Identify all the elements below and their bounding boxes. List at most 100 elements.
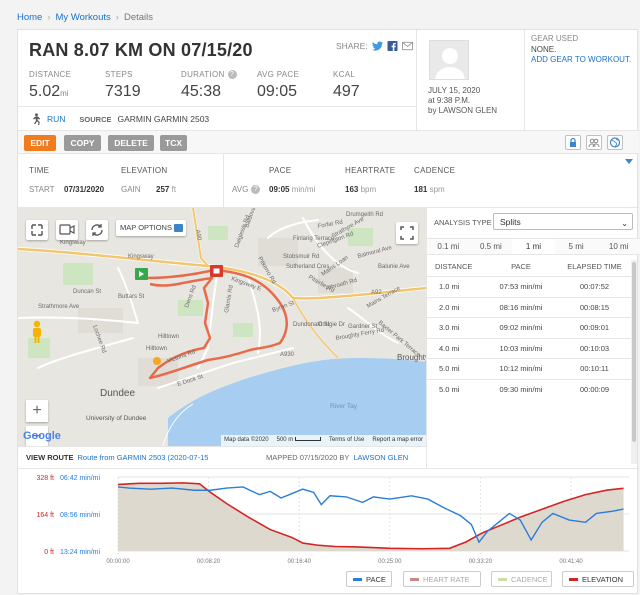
source-value: GARMIN GARMIN 2503 xyxy=(117,114,210,124)
facebook-icon[interactable] xyxy=(387,41,398,51)
table-row: 5.0 mi 09:30 min/mi 00:00:09 xyxy=(427,378,632,400)
analysis-type-label: ANALYSIS TYPE xyxy=(434,218,492,227)
split-elapsed: 00:09:01 xyxy=(579,323,610,332)
place-marker-icon xyxy=(153,357,161,365)
zoom-out-button[interactable]: − xyxy=(26,426,48,446)
stat-value: 5.02mi xyxy=(29,83,69,100)
page-title: RAN 8.07 KM ON 07/15/20 xyxy=(29,40,253,60)
map-road-label: A930 xyxy=(280,352,295,358)
report-map-error-link[interactable]: Report a map error xyxy=(372,437,423,443)
split-distance: 5.0 mi xyxy=(439,364,460,373)
x-axis-tick-label: 00:00:00 xyxy=(106,559,130,565)
map-place-university: University of Dundee xyxy=(86,415,147,422)
workout-card: RAN 8.07 KM ON 07/15/20 SHARE: DISTANCE 5… xyxy=(17,29,640,594)
legend-label: HEART RATE xyxy=(423,575,470,584)
split-elapsed: 00:00:09 xyxy=(579,384,610,394)
split-elapsed: 00:07:52 xyxy=(579,282,610,291)
map-road-label: Strathmore Ave xyxy=(38,304,80,310)
email-icon[interactable] xyxy=(401,41,413,51)
splits-table: 1.0 mi 07:53 min/mi 00:07:52 2.0 mi 08:16 mi… xyxy=(427,276,632,399)
legend-swatch xyxy=(498,578,507,581)
time-label: TIME xyxy=(29,166,50,175)
legend-label: CADENCE xyxy=(511,575,548,584)
collapse-details-icon[interactable] xyxy=(625,159,633,164)
breadcrumb-my-workouts[interactable]: My Workouts xyxy=(55,12,111,23)
pace-line xyxy=(117,486,624,544)
legend-item[interactable]: PACE xyxy=(346,571,392,587)
user-silhouette-icon xyxy=(435,48,465,79)
breadcrumb-home[interactable]: Home xyxy=(17,12,43,23)
3d-view-button[interactable] xyxy=(56,220,78,240)
map-road-label: Dundonald St xyxy=(293,322,330,328)
stat-value: 09:05 xyxy=(257,83,298,100)
col-distance: DISTANCE xyxy=(435,262,473,271)
tcx-button[interactable]: TCX xyxy=(160,135,187,151)
legend-item[interactable]: HEART RATE xyxy=(403,571,481,587)
x-axis-tick-label: 00:25:00 xyxy=(378,559,402,565)
map-road-label: Finlarig Terrace xyxy=(293,236,335,242)
map-canvas[interactable]: Kingsway Kingsway Kingsway E A92 A90 A93… xyxy=(18,208,426,446)
share-bar: SHARE: xyxy=(336,41,413,51)
lock-icon xyxy=(570,137,576,147)
edit-button[interactable]: EDIT xyxy=(24,135,56,151)
split-tab[interactable]: 0.1 mi xyxy=(437,242,460,251)
activity-type-link[interactable]: RUN xyxy=(47,114,66,124)
expand-icon xyxy=(31,224,43,236)
refresh-button[interactable] xyxy=(86,220,108,240)
delete-button[interactable]: DELETE xyxy=(108,135,154,151)
public-globe-button[interactable] xyxy=(607,135,623,150)
twitter-icon[interactable] xyxy=(371,41,383,51)
split-tab[interactable]: 10 mi xyxy=(608,242,629,251)
route-map[interactable]: Kingsway Kingsway Kingsway E A92 A90 A93… xyxy=(18,208,426,446)
map-options-dropdown[interactable]: MAP OPTIONS xyxy=(116,220,186,236)
privacy-lock-button[interactable] xyxy=(565,135,581,150)
split-pace: 10:12 min/mi xyxy=(499,364,543,373)
profile-date: JULY 15, 2020 at 9:38 P.M. by LAWSON GLE… xyxy=(428,86,497,116)
map-place-dundee: Dundee xyxy=(100,388,135,399)
workout-date: JULY 15, 2020 xyxy=(428,86,481,95)
analysis-type-select[interactable]: Splits ⌄ xyxy=(493,213,633,230)
split-pace: 10:03 min/mi xyxy=(499,343,543,353)
split-distance: 3.0 mi xyxy=(439,323,460,332)
zoom-in-button[interactable]: + xyxy=(26,400,48,422)
fullscreen-button[interactable] xyxy=(26,220,48,240)
map-road-label: Stobsmuir Rd xyxy=(283,254,319,260)
avatar[interactable] xyxy=(429,40,469,80)
profile-panel: JULY 15, 2020 at 9:38 P.M. by LAWSON GLE… xyxy=(416,30,524,130)
people-icon xyxy=(588,138,600,148)
col-elapsed: ELAPSED TIME xyxy=(567,262,622,271)
legend-item[interactable]: CADENCE xyxy=(491,571,552,587)
split-tab[interactable]: 1 mi xyxy=(512,239,555,254)
split-pace: 09:30 min/mi xyxy=(499,384,543,394)
split-tab[interactable]: 5 mi xyxy=(568,242,584,251)
table-row: 4.0 mi 10:03 min/mi 00:10:03 xyxy=(427,337,632,359)
elevation-label: ELEVATION xyxy=(121,166,168,175)
split-distance: 1.0 mi xyxy=(439,282,460,291)
terms-of-use-link[interactable]: Terms of Use xyxy=(328,437,365,443)
add-gear-link[interactable]: ADD GEAR TO WORKOUT. xyxy=(531,55,632,64)
map-road-label: Sutherland Cres xyxy=(286,264,329,270)
mapped-by-link[interactable]: LAWSON GLEN xyxy=(353,453,409,462)
analysis-type-value: Splits xyxy=(500,217,521,227)
split-tab[interactable]: 0.5 mi xyxy=(479,242,502,251)
help-icon[interactable]: ? xyxy=(227,70,237,79)
friends-button[interactable] xyxy=(586,135,602,150)
map-road-label: Kingsway xyxy=(128,254,154,260)
legend-item[interactable]: ELEVATION xyxy=(562,571,634,587)
stat-value: 45:38 xyxy=(181,83,222,100)
street-view-pegman-icon[interactable] xyxy=(30,320,44,344)
y-axis-left-label: 0 ft xyxy=(44,549,54,556)
map-place-broughty-ferry: Broughty Ferry xyxy=(397,353,426,362)
map-road-label: A90 xyxy=(194,229,202,241)
map-fullscreen-toggle[interactable] xyxy=(396,222,418,244)
google-logo: Google xyxy=(23,430,61,442)
splits-scrollbar[interactable] xyxy=(631,260,637,464)
copy-button[interactable]: COPY xyxy=(64,135,101,151)
chart-canvas[interactable]: 328 ft 164 ft 0 ft 06:42 min/mi 08:56 min/mi… xyxy=(18,469,639,569)
help-icon[interactable]: ? xyxy=(251,185,261,194)
gear-value: NONE. xyxy=(531,45,557,54)
mapped-info: MAPPED 07/15/2020 BY LAWSON GLEN xyxy=(266,453,409,462)
route-link[interactable]: Route from GARMIN 2503 (2020-07-15 xyxy=(77,453,209,462)
start-label: START xyxy=(29,185,55,194)
pace-value: 09:05 min/mi xyxy=(269,185,316,194)
